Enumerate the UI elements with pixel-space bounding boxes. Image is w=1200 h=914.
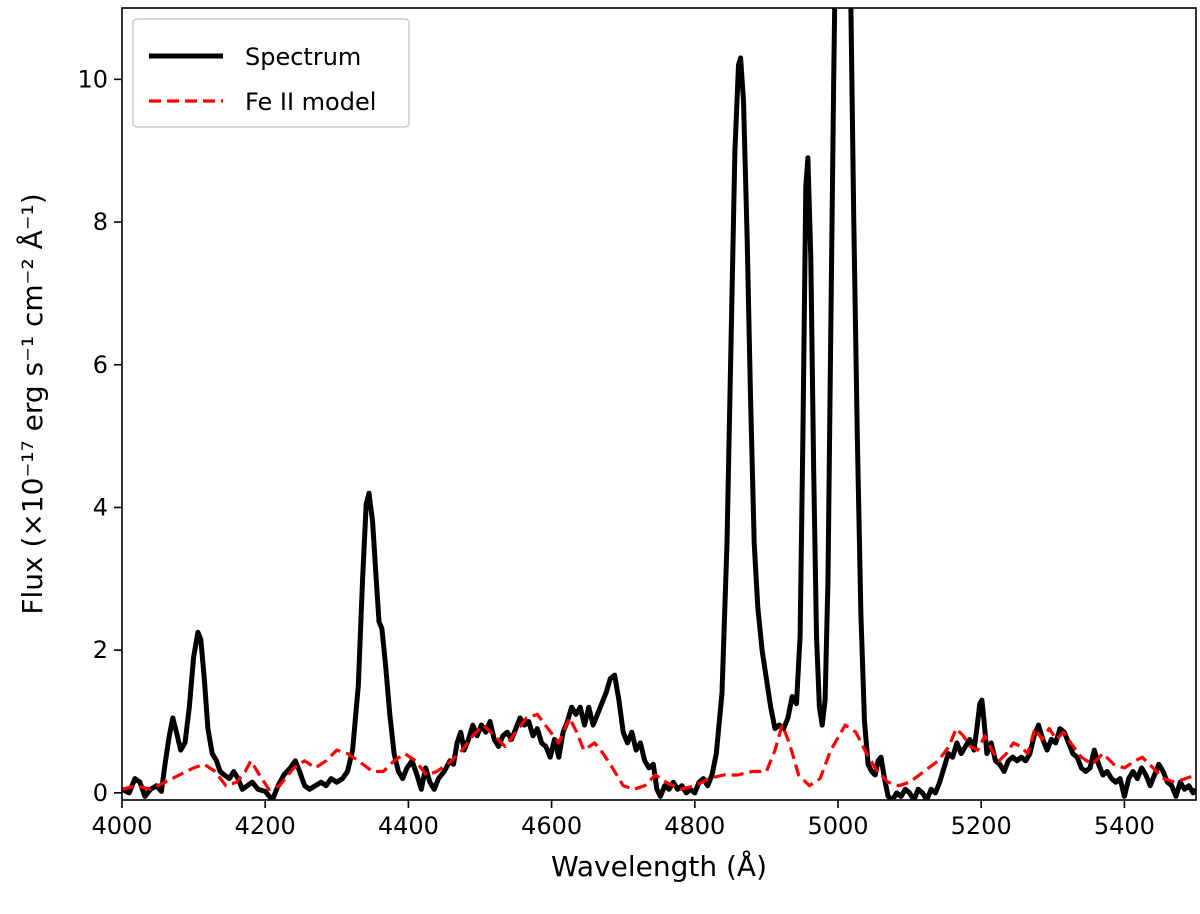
x-tick-label: 4600 bbox=[521, 812, 582, 840]
x-tick-label: 5400 bbox=[1094, 812, 1155, 840]
x-tick-label: 4800 bbox=[664, 812, 725, 840]
legend-label: Spectrum bbox=[245, 43, 361, 71]
y-tick-label: 8 bbox=[93, 208, 108, 236]
y-tick-label: 4 bbox=[93, 493, 108, 521]
x-axis-label: Wavelength (Å) bbox=[551, 849, 767, 883]
x-tick-label: 5200 bbox=[951, 812, 1012, 840]
legend-box bbox=[132, 18, 410, 128]
x-tick-label: 4200 bbox=[235, 812, 296, 840]
legend: Spectrum Fe II model bbox=[132, 18, 410, 128]
x-tick-label: 4000 bbox=[91, 812, 152, 840]
series-line-fe-ii-model bbox=[122, 712, 1196, 791]
legend-label: Fe II model bbox=[245, 88, 376, 116]
x-tick-label: 4400 bbox=[378, 812, 439, 840]
series-line-spectrum bbox=[122, 8, 1196, 800]
y-tick-label: 10 bbox=[77, 65, 108, 93]
series-layer bbox=[122, 8, 1196, 800]
x-tick-label: 5000 bbox=[807, 812, 868, 840]
y-tick-label: 6 bbox=[93, 351, 108, 379]
y-tick-label: 0 bbox=[93, 779, 108, 807]
plot-frame bbox=[121, 7, 1197, 801]
y-axis-label: Flux (×10⁻¹⁷ erg s⁻¹ cm⁻² Å⁻¹) bbox=[15, 193, 49, 614]
x-axis: 4000 4200 4400 4600 4800 5000 5200 5400 bbox=[91, 800, 1155, 840]
y-tick-label: 2 bbox=[93, 636, 108, 664]
y-axis: 0 2 4 6 8 10 bbox=[77, 65, 122, 807]
